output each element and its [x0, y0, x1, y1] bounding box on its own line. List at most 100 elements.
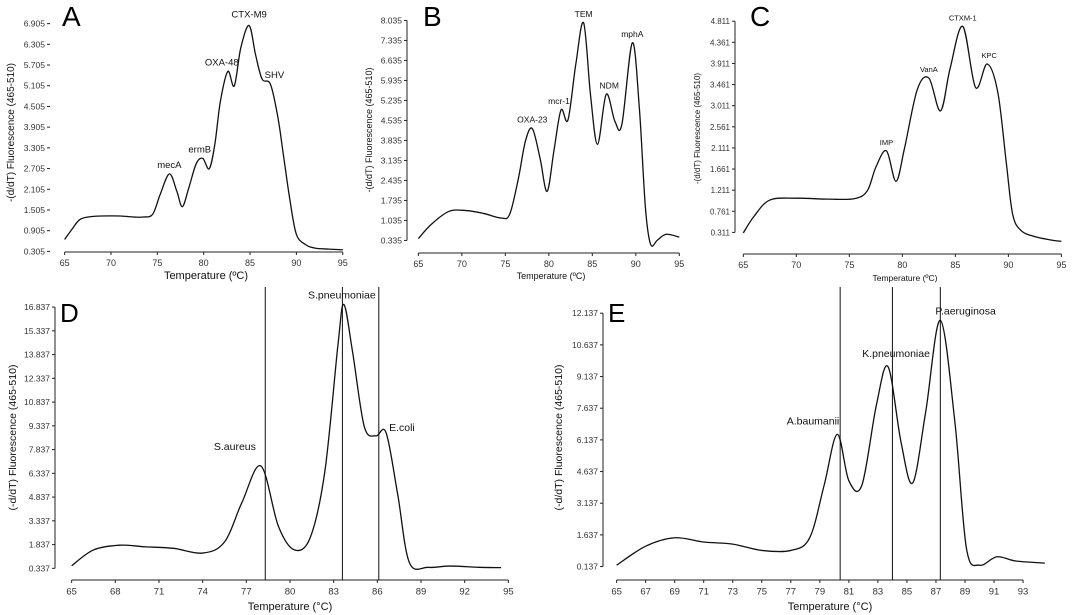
y-tick-label: 0.905 — [24, 226, 46, 236]
x-tick-label: 65 — [738, 260, 748, 270]
x-tick-label: 81 — [844, 587, 855, 598]
y-tick-label: 1.837 — [29, 540, 51, 550]
peak-label: SHV — [265, 70, 285, 81]
y-tick-label: 5.705 — [24, 60, 46, 70]
x-tick-label: 95 — [338, 258, 348, 268]
x-tick-label: 74 — [197, 587, 208, 598]
x-tick-label: 92 — [459, 587, 470, 598]
peak-label: ermB — [188, 144, 211, 155]
y-tick-label: 2.705 — [24, 164, 46, 174]
y-tick-label: 0.337 — [29, 563, 51, 573]
y-tick-label: 3.135 — [381, 155, 403, 165]
x-tick-label: 89 — [960, 587, 971, 598]
y-tick-label: 4.837 — [29, 492, 51, 502]
peak-label: S.aureus — [214, 441, 256, 453]
x-axis-title: Temperature (ºC) — [164, 270, 248, 282]
x-tick-label: 65 — [611, 587, 622, 598]
peak-label: K.pneumoniae — [862, 348, 930, 360]
x-tick-label: 71 — [698, 587, 709, 598]
y-tick-label: 3.305 — [24, 143, 46, 153]
x-tick-label: 80 — [544, 259, 554, 269]
y-tick-label: 10.637 — [572, 340, 598, 350]
x-tick-label: 90 — [631, 259, 641, 269]
panel-e: 65 67 69 71 73 75 77 79 81 83 85 87 89 91 93 0.137 1.637… — [553, 287, 1045, 613]
y-tick-label: 3.911 — [711, 59, 731, 68]
x-axis-title: Temperature (°C) — [788, 601, 872, 613]
y-tick-label: 12.137 — [572, 308, 598, 318]
y-tick-label: 0.137 — [577, 562, 599, 572]
panel-d: 65 68 71 74 77 80 83 86 89 92 95 0.337 1.837 3.337 4.8… — [7, 287, 514, 613]
y-tick-label: 1.735 — [381, 195, 403, 205]
y-tick-label: 0.761 — [710, 207, 731, 216]
y-tick-label: 1.211 — [711, 186, 731, 195]
y-axis-title: -(d/dT) Fluorescence (465-510) — [693, 73, 702, 184]
y-tick-label: 15.337 — [24, 326, 50, 336]
y-tick-label: 0.305 — [24, 246, 46, 256]
y-tick-label: 1.035 — [381, 215, 403, 225]
x-tick-label: 65 — [66, 587, 77, 598]
y-tick-label: 16.837 — [24, 302, 50, 312]
y-tick-label: 2.561 — [710, 123, 731, 132]
y-tick-label: 1.637 — [577, 530, 599, 540]
y-tick-label: 3.137 — [577, 498, 599, 508]
peak-label: mecA — [157, 160, 182, 171]
y-tick-label: 4.505 — [24, 101, 46, 111]
x-tick-label: 90 — [291, 258, 301, 268]
melt-curve-line — [616, 319, 1045, 567]
x-tick-label: 86 — [372, 587, 383, 598]
x-tick-label: 73 — [727, 587, 738, 598]
peak-label: VanA — [920, 65, 938, 74]
y-tick-label: 1.661 — [710, 165, 731, 174]
x-tick-label: 93 — [1018, 587, 1029, 598]
x-tick-label: 75 — [500, 259, 510, 269]
x-tick-label: 77 — [786, 587, 797, 598]
x-tick-label: 77 — [241, 587, 252, 598]
x-tick-label: 75 — [844, 260, 854, 270]
y-tick-label: 6.635 — [381, 55, 403, 65]
melt-curve-line — [71, 303, 502, 570]
y-tick-label: 3.011 — [711, 102, 731, 111]
panel-a: 65 70 75 80 85 90 95 0.305 0.905 1.505 2.105 2.705 3… — [6, 1, 348, 282]
panel-letter: C — [750, 1, 770, 32]
melt-curve-line — [64, 24, 343, 251]
x-tick-label: 69 — [669, 587, 680, 598]
y-tick-label: 6.137 — [577, 435, 599, 445]
y-tick-label: 3.905 — [24, 122, 46, 132]
peak-label: mcr-1 — [548, 96, 570, 106]
y-axis-title: (-d/dT) Fluorescence (465-510) — [7, 365, 19, 511]
y-tick-label: 2.435 — [381, 175, 403, 185]
y-tick-label: 0.335 — [381, 235, 403, 245]
y-axis-title: -(d/dT) Fluorescence (465-510) — [6, 63, 17, 202]
peak-label: OXA-48 — [205, 57, 239, 68]
x-tick-label: 95 — [503, 587, 514, 598]
x-tick-label: 91 — [989, 587, 1000, 598]
y-tick-label: 10.837 — [24, 397, 50, 407]
x-tick-label: 85 — [950, 260, 960, 270]
y-tick-label: 9.137 — [577, 372, 599, 382]
panel-letter: A — [62, 1, 81, 32]
y-tick-label: 5.935 — [381, 75, 403, 85]
x-tick-label: 68 — [110, 587, 121, 598]
x-tick-label: 67 — [640, 587, 651, 598]
y-tick-label: 3.461 — [710, 81, 731, 90]
melt-curve-line — [417, 21, 680, 247]
x-tick-label: 70 — [457, 259, 467, 269]
peak-label: S.pneumoniae — [308, 290, 376, 302]
peak-label: KPC — [981, 51, 997, 60]
x-tick-label: 95 — [1056, 260, 1066, 270]
x-tick-label: 65 — [413, 259, 423, 269]
peak-label: E.coli — [389, 422, 415, 434]
x-tick-label: 80 — [897, 260, 907, 270]
x-tick-label: 75 — [756, 587, 767, 598]
y-tick-label: 0.311 — [711, 228, 731, 237]
y-tick-label: 2.111 — [711, 144, 730, 153]
y-tick-label: 12.337 — [24, 373, 50, 383]
y-tick-label: 4.535 — [381, 115, 403, 125]
panel-letter: E — [608, 298, 625, 328]
y-tick-label: 9.337 — [29, 421, 51, 431]
y-tick-label: 8.035 — [381, 15, 403, 25]
peak-label: mphA — [621, 29, 644, 39]
peak-label: CTXM-1 — [949, 13, 977, 22]
x-axis-title: Temperature (ºC) — [873, 273, 938, 283]
y-tick-label: 6.305 — [24, 39, 46, 49]
